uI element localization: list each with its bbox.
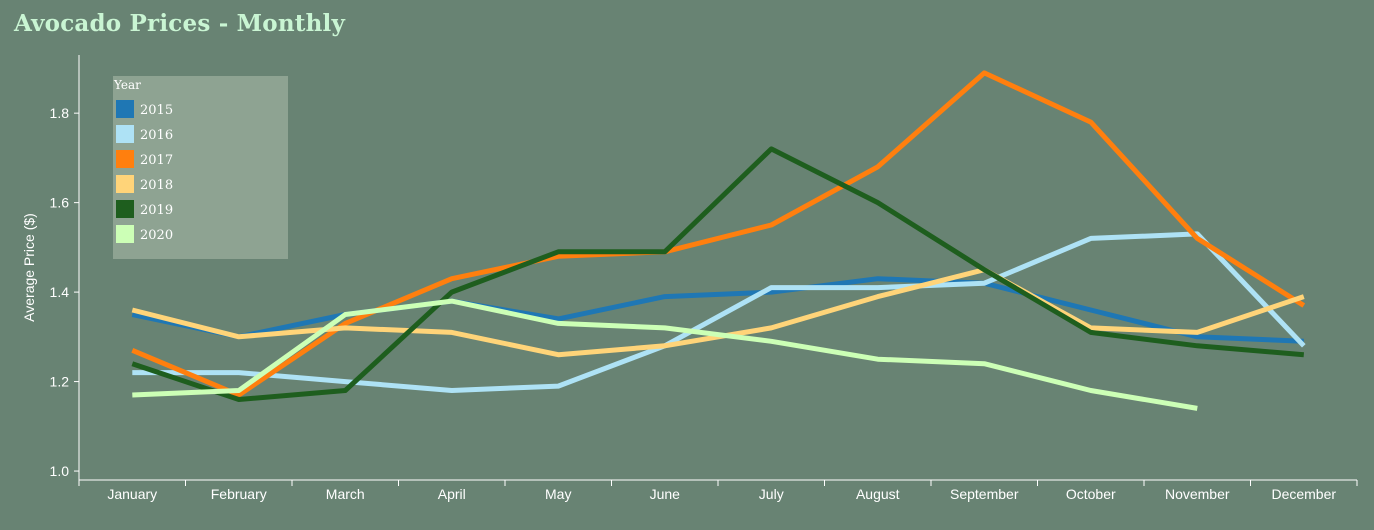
x-tick-label: November [1165,486,1230,502]
series-line-2020 [132,298,1198,411]
legend-label-2018: 2018 [140,178,173,193]
x-tick-label: January [107,486,157,502]
series-line-2017 [131,70,1306,398]
legend-box [113,76,288,259]
y-tick-label: 1.0 [50,463,70,479]
x-tick-label: July [759,486,784,502]
x-tick-label: February [211,486,267,502]
legend-title: Year [113,78,141,92]
x-tick-label: June [650,486,681,502]
chart-title: Avocado Prices - Monthly [14,10,346,37]
legend-label-2019: 2019 [140,203,173,218]
legend-label-2017: 2017 [140,153,173,168]
legend-swatch-2016 [116,125,134,143]
series-line-2019 [131,146,1305,402]
x-tick-label: October [1066,486,1116,502]
x-tick-label: April [438,486,466,502]
axes: 1.0 1.2 1.4 1.6 1.8 January February March April… [21,55,1358,502]
legend-swatch-2018 [116,175,134,193]
x-tick-label: March [326,486,365,502]
x-tick-label: May [545,486,571,502]
series-lines [131,70,1306,411]
legend-label-2016: 2016 [140,128,173,143]
legend-swatch-2017 [116,150,134,168]
legend-swatch-2019 [116,200,134,218]
series-line-2015 [131,276,1304,344]
y-tick-label: 1.6 [50,195,70,211]
legend-swatch-2015 [116,100,134,118]
legend-label-2015: 2015 [140,103,173,118]
y-tick-label: 1.4 [50,284,70,300]
y-tick-label: 1.2 [50,374,70,390]
y-axis-label: Average Price ($) [21,213,37,322]
series-line-2016 [132,231,1306,393]
x-tick-label: December [1271,486,1336,502]
legend-swatch-2020 [116,225,134,243]
x-tick-label: September [950,486,1019,502]
legend-label-2020: 2020 [140,228,173,243]
x-tick-label: August [856,486,900,502]
y-tick-label: 1.8 [50,105,70,121]
legend: Year 2015 2016 2017 2018 2019 2020 [113,76,288,259]
